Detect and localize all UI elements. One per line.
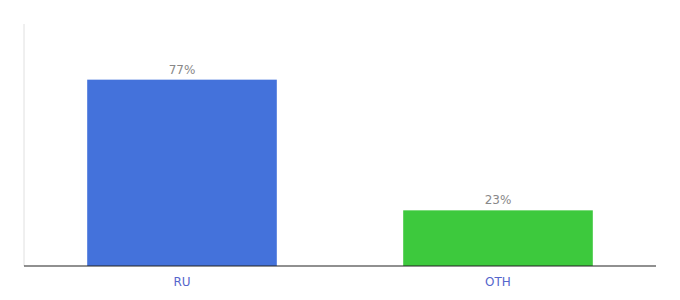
bar (403, 210, 593, 266)
data-label: 77% (169, 63, 196, 77)
tick-label: OTH (485, 275, 511, 289)
tick-label: RU (173, 275, 190, 289)
chart: 77% RU 23% OTH (0, 0, 680, 300)
bar (87, 80, 277, 266)
bars (87, 80, 593, 266)
y-axis (24, 24, 25, 266)
x-axis (24, 265, 656, 266)
data-label: 23% (485, 193, 512, 207)
